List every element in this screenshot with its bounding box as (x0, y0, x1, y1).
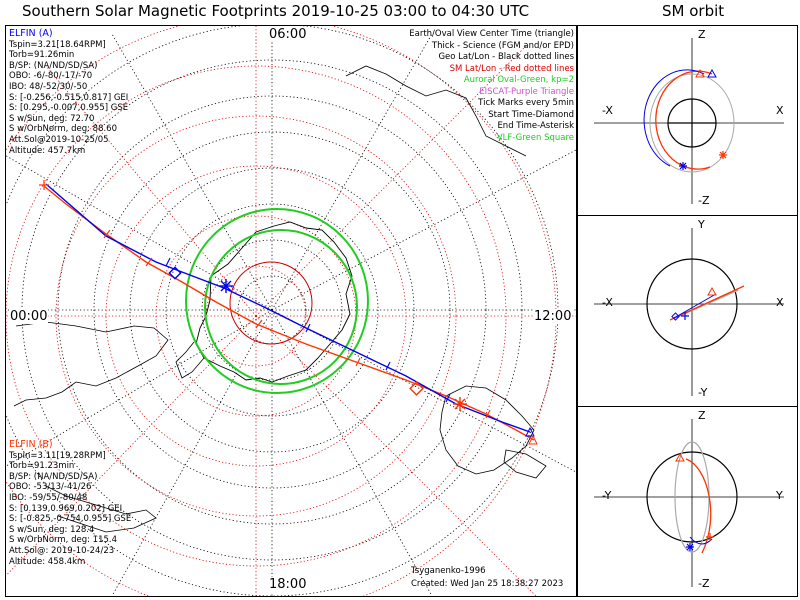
elfin-b-start-diamond (409, 381, 424, 396)
elfin-a-start-diamond (168, 266, 182, 280)
sm-xz-top-label: Z (698, 28, 706, 41)
legend: Earth/Oval View Center Time (triangle) T… (409, 29, 574, 144)
elfin-b-line: B/SP: (NA/ND/SD/SA) (9, 471, 98, 482)
elfin-b-header: ELFIN (B) (9, 439, 53, 450)
elfin-b-tick-marks (103, 229, 491, 419)
mlt-label-top: 06:00 (268, 27, 308, 42)
elfin-a-line: OBO: -6/-80/-17/-70 (9, 71, 93, 82)
elfin-b-info: ELFIN (B) Tspin=3.11[19.28RPM] Torb=91.2… (9, 439, 132, 567)
sm-yz-top-label: Z (698, 409, 706, 422)
elfin-b-view-center-triangle (528, 434, 538, 445)
sm-orbit-panel-xy: Y -Y -X X (577, 215, 798, 407)
elfin-b-line: Altitude: 458.4km (9, 556, 86, 567)
auroral-oval (185, 208, 369, 394)
elfin-a-line: IBO: 48/-52/30/-50 (9, 81, 88, 92)
legend-entry: EISCAT-Purple Triangle (479, 86, 574, 97)
elfin-b-line: Torb=91.23min (9, 461, 75, 472)
weddell-coast (175, 341, 205, 379)
mlt-label-bottom: 18:00 (268, 577, 308, 592)
sm-xz-left-label: -X (602, 104, 613, 117)
elfin-b-line: Att.Sol@: 2019-10-24/23 (9, 545, 115, 556)
legend-entry: Auroral Oval-Green, kp=2 (463, 75, 574, 85)
legend-entry: Start Time-Diamond (488, 109, 574, 120)
sm-xz-right-label: X (776, 104, 784, 117)
sm-yz-left-label: -Y (602, 489, 612, 502)
south-america-coastline (13, 321, 169, 407)
sm-xz-bottom-label: -Z (698, 194, 710, 207)
sm-orbit-xz-plot (594, 38, 784, 204)
elfin-a-line: S w/OrbNorm, deg: 88.60 (9, 124, 118, 135)
elfin-a-end-asterisk (219, 279, 233, 293)
sm-xy-right-label: X (776, 296, 784, 309)
sm-yz-right-label: Y (776, 489, 783, 502)
legend-entry: Thick - Science (FGM and/or EPD) (431, 40, 574, 51)
south-america-tip (45, 485, 157, 533)
footprint-map-frame: 06:00 00:00 12:00 18:00 ELFIN (A) Tspin=… (5, 25, 577, 597)
elfin-a-info: ELFIN (A) Tspin=3.21[18.64RPM] Torb=91.2… (9, 28, 129, 156)
elfin-b-line: S: [0.139,0.969,0.202] GEI (9, 503, 123, 514)
legend-entry: End Time-Asterisk (497, 121, 574, 131)
elfin-b-track-start-asterisk (39, 180, 49, 190)
new-zealand-coastline (503, 449, 547, 479)
elfin-a-line: Att.Sol@2019-10-25/05 (9, 134, 109, 145)
sm-polar-circle (229, 261, 313, 345)
mlt-label-left: 00:00 (9, 309, 49, 324)
sm-xy-top-label: Y (698, 218, 705, 231)
southern-africa-coastline (345, 65, 527, 157)
sm-xy-left-label: -X (602, 296, 613, 309)
mlt-label-right: 12:00 (533, 309, 573, 324)
legend-entry: Geo Lat/Lon - Black dotted lines (438, 52, 574, 62)
elfin-b-end-asterisk (453, 397, 467, 411)
elfin-a-line: Tspin=3.21[18.64RPM] (9, 39, 106, 50)
elfin-a-line: B/SP: (NA/ND/SD/SA) (9, 60, 98, 71)
elfin-a-line: S w/Sun, deg: 72.70 (9, 113, 95, 124)
elfin-b-line: S: [-0.825,-0.754,0.955] GSE (9, 514, 132, 525)
sm-orbit-yz-plot (594, 419, 784, 587)
elfin-b-line: S w/Sun, deg: 128.4 (9, 524, 95, 535)
elfin-a-header: ELFIN (A) (9, 28, 53, 39)
legend-entry: VLF-Green Square (496, 132, 574, 143)
sm-orbit-panel-xz: Z -Z -X X (577, 25, 798, 216)
australia-coastline (439, 385, 535, 475)
elfin-b-line: S w/OrbNorm, deg: 115.4 (9, 535, 118, 546)
elfin-b-line: IBO: -59/55/-80/48 (9, 492, 88, 503)
plot-title: Southern Solar Magnetic Footprints 2019-… (22, 2, 530, 20)
elfin-b-line: OBO: -53/13/-41/26 (9, 482, 92, 493)
created-timestamp: Created: Wed Jan 25 18:38:27 2023 (411, 579, 564, 589)
sm-xy-bottom-label: -Y (698, 386, 708, 399)
elfin-a-line: S: [0.295,-0.007,0.955] GSE (9, 103, 129, 114)
sm-orbit-xy-plot (594, 228, 784, 396)
sm-yz-bottom-label: -Z (698, 577, 710, 590)
model-credit: Tsyganenko-1996 (411, 566, 486, 576)
legend-entry: Earth/Oval View Center Time (triangle) (409, 29, 574, 39)
sm-orbit-panel-yz: Z -Z -Y Y (577, 406, 798, 597)
elfin-a-line: Torb=91.26min (9, 50, 75, 61)
elfin-a-line: Altitude: 457.7km (9, 145, 86, 156)
elfin-b-track (43, 185, 535, 441)
legend-entry: SM Lat/Lon - Red dotted lines (449, 63, 574, 74)
elfin-a-line: S: [-0.256,-0.515,0.817] GEI (9, 92, 129, 103)
legend-entry: Tick Marks every 5min (478, 98, 574, 108)
elfin-a-tick-marks (165, 257, 451, 403)
elfin-b-line: Tspin=3.11[19.28RPM] (9, 450, 106, 461)
elfin-a-view-center-triangle (525, 426, 535, 437)
sm-orbit-title: SM orbit (662, 2, 725, 20)
